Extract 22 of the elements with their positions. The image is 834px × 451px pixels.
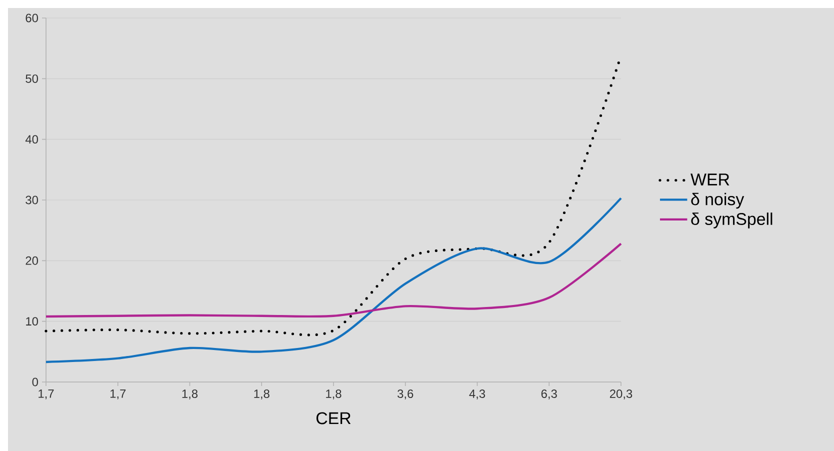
x-tick-label: 3,6 [398,390,414,400]
legend-label: WER [690,174,730,186]
y-tick-label: 20 [26,256,38,265]
y-tick-label: 0 [32,378,38,386]
line-series [44,197,622,364]
x-tick-label: 1,7 [110,390,126,400]
y-tick-label: 30 [26,196,38,204]
legend-label: δ symSpell [691,212,772,228]
x-tick-label: 1,7 [38,390,54,400]
line-series [44,242,622,318]
y-tick-label: 50 [26,74,38,83]
x-tick-label: 1,8 [326,390,342,400]
x-tick-label: 4,3 [469,390,486,400]
x-tick-label: 6,3 [541,390,557,400]
y-tick-label: 40 [25,135,38,144]
x-tick-label: 1,8 [182,390,198,400]
legend-label: δ noisy [691,192,744,209]
y-tick-label: 10 [26,317,38,326]
x-axis-title: CER [316,412,351,424]
x-tick-label: 1,8 [254,390,270,400]
y-tick-label: 60 [26,14,38,22]
x-tick-label: 20,3 [610,390,632,400]
